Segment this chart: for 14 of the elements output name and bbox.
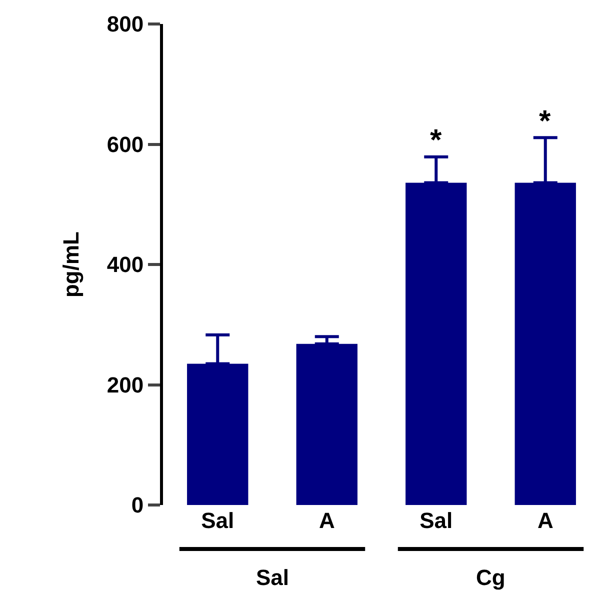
data-label: * [539, 105, 551, 138]
y-axis-title: pg/mL [58, 232, 84, 298]
data-label: * [430, 124, 442, 157]
y-tick-label: 400 [106, 252, 144, 278]
x-tick-label: A [537, 508, 554, 533]
y-tick-label: 0 [131, 492, 144, 518]
x-tick-label: A [318, 508, 335, 533]
y-tick-label: 600 [106, 132, 144, 157]
x-tick-label: Sal [201, 508, 234, 533]
text: Cg [476, 565, 506, 590]
text: Sal [256, 565, 290, 590]
y-tick-label: 200 [106, 372, 144, 398]
y-tick-label: 800 [106, 12, 144, 37]
x-tick-label: Sal [420, 508, 453, 533]
